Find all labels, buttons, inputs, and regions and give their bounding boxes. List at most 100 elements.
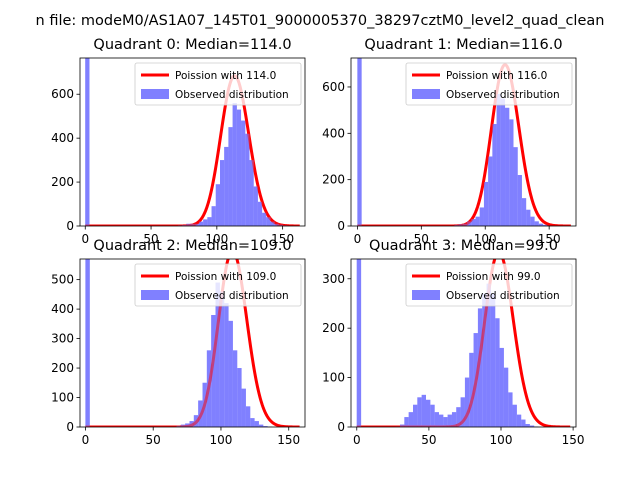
hist-bar-overlay — [203, 219, 208, 226]
figure-title: n file: modeM0/AS1A07_145T01_9000005370_… — [36, 13, 605, 29]
hist-bar-overlay — [263, 426, 268, 427]
plot-area — [356, 58, 572, 226]
legend-box — [405, 62, 573, 106]
hist-bar-overlay — [534, 221, 539, 226]
x-tick-label: 100 — [490, 433, 513, 447]
x-tick-label: 50 — [421, 433, 436, 447]
hist-bar-overlay — [198, 221, 204, 226]
hist-bar-overlay — [180, 424, 186, 427]
hist-bar-overlay — [471, 219, 476, 226]
hist-bar-overlay — [462, 223, 468, 226]
hist-bar-overlay — [278, 224, 284, 226]
hist-bar-overlay — [249, 160, 254, 226]
hist-bar-overlay — [232, 103, 237, 226]
x-tick-label: 150 — [277, 433, 300, 447]
hist-bar-overlay — [521, 419, 526, 427]
legend-poisson-label: Poission with 109.0 — [175, 271, 276, 283]
hist-bar-overlay — [513, 147, 518, 226]
subplot-quadrant-3: 0 50 100 150 0 100 200 300 Quadrant 3: Median=99… — [322, 238, 584, 447]
legend: Poission with 116.0 Observed distribution — [405, 62, 573, 106]
hist-bar-overlay — [473, 333, 478, 427]
subplot-title: Quadrant 1: Median=116.0 — [364, 37, 562, 53]
hist-bar-overlay — [253, 186, 258, 226]
x-tick-label: 100 — [205, 232, 228, 246]
hist-bar-overlay — [232, 350, 238, 427]
hist-bar-overlay — [526, 209, 531, 226]
x-tick-label: 150 — [271, 232, 294, 246]
hist-bar-overlay — [469, 352, 474, 427]
hist-bar-overlay — [529, 425, 535, 427]
hist-bar-overlay — [215, 282, 220, 427]
subplot-quadrant-0: 0 50 100 150 0 200 400 600 Quadrant 0: Median=11… — [51, 37, 306, 246]
legend-box — [134, 62, 302, 106]
x-tick-label: 50 — [414, 232, 429, 246]
hist-bar-overlay — [215, 184, 220, 226]
hist-bar-overlay — [194, 223, 199, 226]
hist-bar-overlay — [499, 347, 504, 427]
hist-bar-overlay — [202, 382, 207, 427]
legend-poisson-label: Poission with 114.0 — [175, 70, 276, 82]
hist-bar-overlay — [456, 407, 461, 427]
hist-bar-overlay — [543, 224, 548, 226]
hist-bar-overlay — [176, 425, 181, 427]
hist-bar-overlay — [421, 394, 426, 427]
hist-bar-overlay — [404, 417, 409, 427]
hist-bar-overlay — [486, 283, 491, 427]
y-tick-label: 200 — [51, 361, 74, 375]
hist-bar-overlay — [430, 404, 435, 427]
hist-bar-overlay — [220, 160, 225, 226]
y-tick-label: 0 — [337, 219, 345, 233]
hist-bar-overlay — [479, 207, 484, 226]
hist-overlay — [85, 58, 292, 226]
hist-bar-overlay — [517, 175, 522, 226]
legend-hist-swatch — [412, 290, 440, 300]
hist-bar-overlay — [495, 318, 500, 427]
x-tick-label: 50 — [143, 232, 158, 246]
x-tick-label: 0 — [82, 433, 90, 447]
hist-bar-overlay — [475, 216, 480, 226]
hist-bar-overlay — [182, 224, 187, 226]
hist-bar-overlay — [496, 93, 501, 226]
hist-bar-overlay — [236, 109, 242, 226]
hist-bar-overlay — [258, 424, 264, 427]
hist-bar-overlay — [477, 308, 483, 427]
hist-bar-overlay — [250, 418, 255, 427]
hist-bar-overlay — [500, 98, 506, 226]
plot-area — [84, 259, 301, 427]
hist-bar-overlay — [262, 212, 267, 226]
hist-bar-overlay — [189, 421, 194, 427]
hist-bar-overlay — [193, 415, 199, 427]
legend: Poission with 114.0 Observed distribution — [134, 62, 302, 106]
hist-bar-overlay — [521, 198, 527, 226]
hist-bar-overlay — [434, 412, 439, 427]
hist-bar-overlay — [508, 392, 513, 427]
hist-bar-overlay — [512, 404, 517, 427]
legend-observed-label: Observed distribution — [175, 89, 289, 101]
axes-frame — [350, 258, 577, 428]
hist-bar-overlay — [503, 367, 509, 427]
x-tick-label: 50 — [146, 433, 161, 447]
y-tick-label: 0 — [66, 219, 74, 233]
hist-bar-overlay — [458, 224, 463, 226]
y-tick-label: 0 — [337, 420, 345, 434]
y-tick-label: 400 — [322, 126, 345, 140]
hist-bar-overlay — [488, 156, 493, 226]
hist-bar-overlay — [426, 399, 431, 427]
hist-overlay — [356, 259, 539, 427]
legend-box — [134, 263, 302, 307]
hist-bar-overlay — [241, 120, 246, 226]
legend-hist-swatch — [141, 290, 169, 300]
hist-bar-overlay — [228, 127, 233, 226]
hist-bar-overlay — [413, 404, 418, 427]
legend: Poission with 109.0 Observed distribution — [134, 263, 302, 307]
x-tick-label: 150 — [538, 232, 561, 246]
hist-bar-overlay — [467, 221, 472, 226]
hist-bar-overlay — [224, 146, 229, 226]
hist-bar-overlay — [245, 133, 250, 226]
x-tick-label: 0 — [81, 232, 89, 246]
hist-bar-overlay — [356, 259, 362, 427]
y-tick-label: 200 — [322, 173, 345, 187]
hist-bar-overlay — [447, 414, 452, 427]
hist-bar-overlay — [224, 303, 229, 427]
hist-bar-overlay — [211, 206, 216, 226]
